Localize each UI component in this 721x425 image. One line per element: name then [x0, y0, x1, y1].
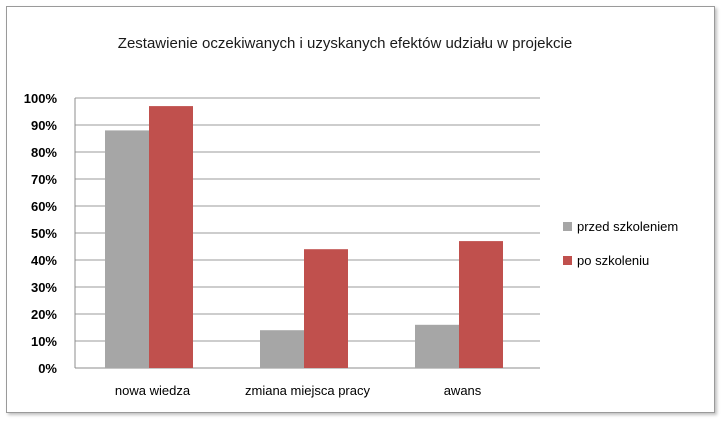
x-tick-label: nowa wiedza [115, 383, 191, 398]
y-tick-label: 100% [24, 91, 58, 106]
bar [304, 249, 348, 368]
y-axis: 0% 10% 20% 30% 40% 50% 60% 70% 80% 90% 100% [24, 91, 76, 376]
x-tick-label: awans [444, 383, 482, 398]
x-tick-label: zmiana miejsca pracy [245, 383, 370, 398]
y-tick-label: 10% [31, 334, 57, 349]
y-tick-label: 0% [38, 361, 57, 376]
bar [105, 130, 149, 368]
y-tick-label: 60% [31, 199, 57, 214]
y-tick-label: 90% [31, 118, 57, 133]
legend-label: przed szkoleniem [577, 219, 678, 234]
legend-swatch [563, 222, 572, 231]
y-tick-label: 50% [31, 226, 57, 241]
chart-title: Zestawienie oczekiwanych i uzyskanych ef… [118, 35, 572, 52]
y-tick-label: 40% [31, 253, 57, 268]
bar [415, 324, 459, 368]
y-tick-label: 80% [31, 145, 57, 160]
legend: przed szkoleniem po szkoleniu [563, 219, 678, 268]
bar [149, 106, 193, 368]
y-tick-label: 20% [31, 307, 57, 322]
legend-label: po szkoleniu [577, 253, 649, 268]
x-axis: nowa wiedza zmiana miejsca pracy awans [115, 383, 482, 398]
y-tick-label: 30% [31, 280, 57, 295]
bars [105, 106, 503, 368]
y-tick-label: 70% [31, 172, 57, 187]
bar [260, 330, 304, 368]
bar [459, 241, 503, 368]
legend-swatch [563, 256, 572, 265]
